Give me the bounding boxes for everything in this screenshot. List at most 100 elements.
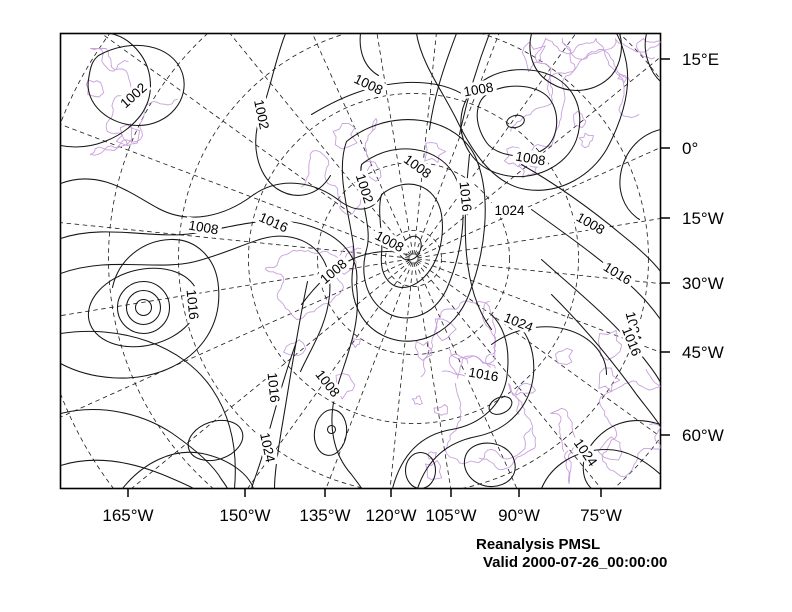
grid-line [60,258,410,317]
y-tick-label: 0° [682,139,698,158]
isobar-or-coast-segment [490,326,608,376]
isobar-or-coast-segment [385,230,442,287]
contour-label: 1024 [569,433,603,472]
isobar-or-coast-segment [434,318,457,342]
y-tick-label: 15°E [682,50,719,69]
isobar-or-coast-segment [520,163,661,273]
isobar-or-coast-segment [582,420,661,489]
isobar-or-coast-segment [414,340,433,361]
isobar-or-coast-segment [300,250,408,306]
contour-label: 1008 [511,147,550,169]
isobar-or-coast-segment [273,280,309,489]
isobar-or-coast-segment [60,459,195,489]
contour-label: 1002 [250,95,274,134]
grid-line [60,222,410,259]
isobar-or-coast-segment [326,424,337,435]
map-element [184,216,223,238]
map-text: 1008 [352,71,386,98]
map-text: 1002 [251,98,272,131]
caption-title: Reanalysis PMSL [476,536,601,553]
contour-label: 1016 [464,363,503,385]
contour-label: 1002 [352,168,378,208]
grid-line [389,262,414,489]
grid-line [311,33,413,256]
isobar-or-coast-segment [521,41,546,73]
map-element [598,257,638,289]
map-text: 1008 [514,149,546,169]
isobar-or-coast-segment [87,44,185,127]
grid-line [247,261,412,489]
map-text: 1002 [353,172,377,205]
isobar-or-coast-segment [404,451,437,489]
isobar-or-coast-segment [510,38,640,132]
isobar-or-coast-segment [310,81,468,116]
isobar-or-coast-segment [121,451,255,489]
isobar-or-coast-segment [283,339,307,356]
isobar-or-coast-segment [359,33,380,77]
map-element [314,253,352,289]
isobar-or-coast-segment [115,124,140,147]
contour-label: 1024 [491,202,528,218]
isobar-or-coast-segment [424,142,447,163]
map-text: 1024 [502,310,536,335]
isobar-or-coast-segment [265,247,362,320]
isobar-or-coast-segment [598,367,621,393]
map-text: 1016 [456,181,474,212]
contour-label: 1008 [459,78,498,100]
isobar-or-coast-segment [60,178,384,218]
contour-label: 1016 [264,368,284,407]
map-element [618,321,646,361]
x-tick-label: 105°W [425,506,476,525]
map-element [464,363,503,385]
isobar-or-coast-segment [424,460,443,480]
map-element [250,95,274,134]
isobar-or-coast-segment [85,79,105,98]
isobar-or-coast-segment [555,347,574,365]
isobar-or-coast-segment [341,119,486,342]
isobar-or-coast-segment [444,383,532,465]
y-tick-label: 45°W [682,343,724,362]
contour-label: 1016 [183,285,203,324]
map-element [569,433,603,472]
contour-value-labels: 1002 1002 1008 1008 1008 1002 1016 1008 1024 1008… [114,69,646,472]
map-caption: Reanalysis PMSL Valid 2000-07-26_00:00:0… [476,536,667,572]
contour-label: 1002 [114,77,152,113]
grid-line [130,260,411,489]
contour-label: 1008 [314,253,352,289]
map-element [398,149,437,183]
contour-label: 1016 [456,177,476,216]
isobar-or-coast-segment [506,114,525,129]
isobar-or-coast-segment [420,300,496,379]
isobar-or-coast-segment [60,238,220,379]
grid-line [417,218,661,259]
x-tick-label: 120°W [365,506,416,525]
isobar-or-coast-segment [540,448,661,489]
grid-line [229,33,412,256]
contour-label: 1016 [598,257,638,289]
isobar-or-coast-segment [416,318,535,489]
isobar-or-coast-segment [248,93,579,424]
isobar-or-coast-segment [540,258,661,384]
grid-line [414,261,518,489]
map-element [264,368,284,407]
isobar-or-coast-segment [391,313,509,489]
isobar-or-coast-segment [360,148,464,319]
isobar-or-coast-segment [578,132,594,149]
isobar-or-coast-segment [134,298,153,317]
axis-ticks: 165°W 150°W 135°W 120°W 105°W 90°W 75°W 15°E 0° 1… [102,50,723,525]
map-text: 1024 [257,431,278,464]
isobar-or-coast-segment [550,293,661,428]
isobar-or-coast-segment [60,330,236,489]
isobar-or-coast-segment [60,33,151,148]
contour-label: 1008 [349,69,389,99]
isobar-or-coast-segment [332,122,358,150]
y-tick-label: 60°W [682,426,724,445]
isobar-or-coast-segment [60,220,358,285]
isobar-or-coast-segment [415,33,629,191]
isobar-or-coast-segment [116,280,171,335]
x-tick-label: 75°W [580,506,622,525]
isobar-or-coast-segment [411,395,423,406]
isobar-or-coast-segment [598,368,661,478]
